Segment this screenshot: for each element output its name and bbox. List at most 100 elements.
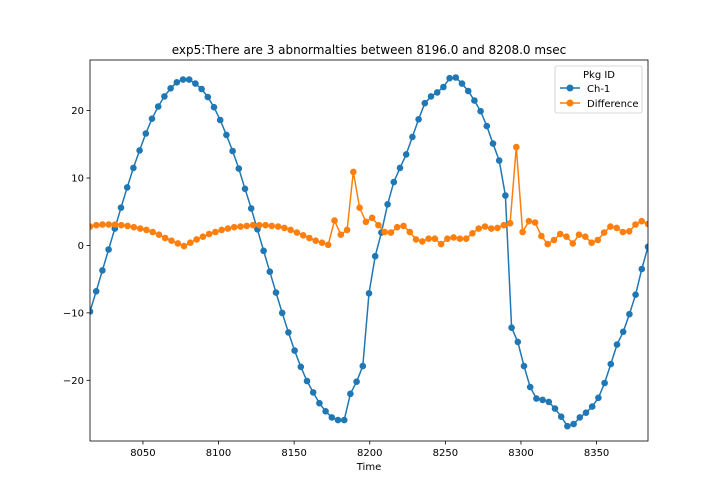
data-point-difference bbox=[199, 233, 207, 240]
data-point-difference bbox=[644, 220, 648, 228]
data-point-ch-1 bbox=[514, 338, 522, 346]
data-point-ch-1 bbox=[483, 122, 491, 130]
legend-title: Pkg ID bbox=[583, 70, 615, 81]
data-point-ch-1 bbox=[402, 151, 410, 158]
data-point-difference bbox=[174, 240, 182, 247]
data-point-ch-1 bbox=[123, 184, 131, 191]
data-point-ch-1 bbox=[557, 413, 565, 421]
y-tick-label: 10 bbox=[71, 174, 84, 185]
data-point-difference bbox=[124, 222, 131, 230]
data-point-ch-1 bbox=[272, 289, 280, 296]
x-axis-label: Time bbox=[356, 462, 381, 473]
x-tick-label: 8300 bbox=[508, 448, 533, 459]
data-point-ch-1 bbox=[384, 201, 391, 208]
data-point-ch-1 bbox=[297, 363, 305, 371]
data-point-difference bbox=[230, 223, 238, 231]
data-point-difference bbox=[575, 231, 583, 238]
data-point-ch-1 bbox=[154, 103, 162, 110]
data-point-difference bbox=[168, 237, 175, 244]
data-point-ch-1 bbox=[421, 99, 429, 107]
data-point-ch-1 bbox=[595, 394, 602, 402]
data-point-difference bbox=[381, 228, 389, 236]
data-point-ch-1 bbox=[477, 107, 484, 115]
data-point-difference bbox=[506, 219, 514, 227]
data-point-ch-1 bbox=[371, 252, 379, 260]
legend: Pkg ID Ch-1 Difference bbox=[554, 65, 643, 114]
legend-box bbox=[554, 65, 643, 114]
data-point-difference bbox=[425, 235, 432, 242]
data-point-difference bbox=[563, 233, 570, 240]
data-point-difference bbox=[312, 237, 320, 244]
data-point-difference bbox=[569, 240, 577, 247]
data-point-difference bbox=[155, 231, 163, 238]
data-point-difference bbox=[136, 225, 144, 232]
data-point-difference bbox=[237, 223, 244, 230]
data-point-difference bbox=[638, 217, 645, 225]
data-point-ch-1 bbox=[303, 377, 311, 385]
data-point-difference bbox=[130, 223, 138, 231]
data-point-difference bbox=[350, 168, 357, 176]
data-point-difference bbox=[588, 239, 595, 246]
legend-label-difference: Difference bbox=[587, 99, 639, 110]
data-point-difference bbox=[519, 228, 526, 236]
data-point-difference bbox=[306, 234, 313, 242]
data-point-difference bbox=[456, 235, 464, 242]
data-point-ch-1 bbox=[142, 130, 150, 137]
data-point-difference bbox=[337, 231, 345, 238]
data-point-ch-1 bbox=[607, 360, 615, 368]
data-point-difference bbox=[249, 221, 257, 229]
data-point-ch-1 bbox=[167, 85, 174, 92]
data-point-difference bbox=[187, 239, 194, 246]
x-tick-label: 8150 bbox=[281, 448, 306, 459]
data-point-ch-1 bbox=[266, 268, 274, 276]
data-point-difference bbox=[324, 241, 332, 249]
data-point-difference bbox=[293, 229, 301, 236]
legend-marker-ch1 bbox=[566, 84, 574, 92]
data-point-ch-1 bbox=[539, 396, 546, 404]
data-point-ch-1 bbox=[638, 265, 646, 273]
data-point-difference bbox=[99, 221, 106, 228]
legend-marker-difference bbox=[566, 99, 574, 107]
data-point-ch-1 bbox=[353, 378, 360, 386]
data-point-difference bbox=[419, 238, 426, 245]
data-point-ch-1 bbox=[390, 178, 398, 186]
data-point-difference bbox=[481, 223, 489, 230]
data-point-ch-1 bbox=[285, 329, 292, 336]
y-tick-label: 0 bbox=[78, 241, 84, 252]
data-point-difference bbox=[525, 217, 533, 225]
data-point-difference bbox=[444, 235, 451, 242]
data-point-ch-1 bbox=[526, 383, 534, 391]
data-point-ch-1 bbox=[564, 422, 571, 430]
data-point-ch-1 bbox=[551, 405, 559, 412]
data-point-difference bbox=[143, 226, 150, 234]
data-point-difference bbox=[90, 223, 94, 230]
data-point-difference bbox=[218, 226, 225, 234]
data-point-difference bbox=[393, 223, 401, 231]
data-point-difference bbox=[500, 221, 508, 229]
data-point-ch-1 bbox=[90, 308, 94, 315]
data-point-ch-1 bbox=[545, 398, 553, 406]
data-point-difference bbox=[262, 221, 269, 229]
data-point-ch-1 bbox=[495, 157, 503, 164]
data-point-ch-1 bbox=[192, 80, 199, 87]
data-point-ch-1 bbox=[601, 379, 608, 387]
data-point-ch-1 bbox=[210, 103, 218, 111]
data-point-difference bbox=[475, 225, 483, 232]
data-point-ch-1 bbox=[340, 416, 348, 424]
data-point-ch-1 bbox=[148, 115, 156, 122]
data-point-ch-1 bbox=[489, 140, 497, 147]
data-point-ch-1 bbox=[415, 116, 422, 123]
data-point-ch-1 bbox=[161, 93, 168, 100]
data-point-ch-1 bbox=[99, 267, 106, 274]
data-point-ch-1 bbox=[570, 420, 577, 428]
data-point-ch-1 bbox=[136, 147, 143, 154]
data-point-ch-1 bbox=[198, 85, 205, 93]
data-point-ch-1 bbox=[291, 347, 298, 354]
data-point-ch-1 bbox=[229, 147, 236, 155]
data-point-difference bbox=[268, 222, 276, 230]
data-point-difference bbox=[343, 226, 351, 234]
data-point-difference bbox=[118, 221, 125, 229]
data-point-difference bbox=[368, 214, 376, 222]
axes: 8050 8100 8150 8200 8250 8300 8350 −20 −10 0 10 20 bbox=[63, 106, 609, 459]
data-point-ch-1 bbox=[446, 74, 453, 82]
